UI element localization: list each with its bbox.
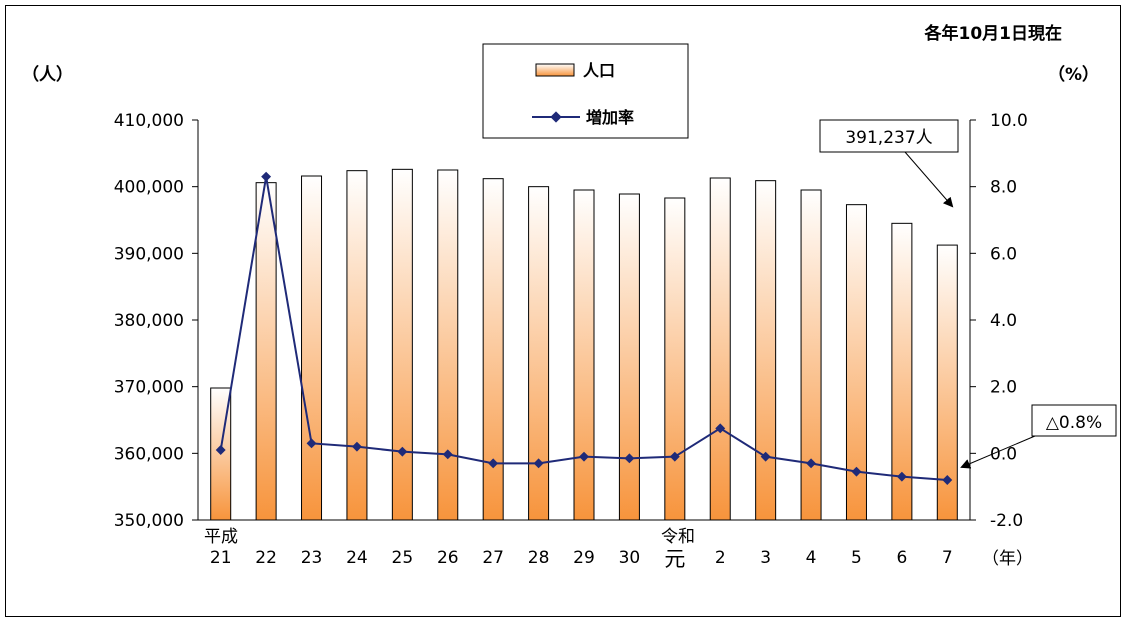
bar-population-4 — [800, 189, 822, 521]
left-axis-label: （人） — [22, 64, 73, 85]
era-label-reiwa: 令和 — [661, 527, 695, 547]
annotation-growth-text: △0.8% — [1046, 413, 1102, 433]
growth-rate-point-28 — [533, 458, 544, 469]
x-tick-label: 3 — [760, 548, 771, 568]
growth-rate-point-元 — [669, 451, 680, 462]
x-tick-label: 29 — [573, 548, 595, 568]
x-tick-label: 2 — [715, 548, 726, 568]
legend-label-population: 人口 — [583, 61, 615, 80]
growth-rate-line — [215, 171, 953, 485]
right-tick-label: 4.0 — [990, 311, 1017, 331]
bar-population-23 — [301, 175, 323, 521]
x-tick-label: 30 — [619, 548, 641, 568]
right-tick-label: -2.0 — [990, 511, 1023, 531]
bar-population-24 — [346, 170, 368, 521]
right-tick-label: 8.0 — [990, 178, 1017, 198]
growth-rate-point-27 — [488, 458, 499, 469]
bar-population-22 — [255, 182, 277, 521]
right-tick-label: 2.0 — [990, 378, 1017, 398]
chart-frame — [5, 5, 1121, 617]
annotation-population-arrow — [904, 151, 954, 208]
left-tick-label: 380,000 — [114, 311, 184, 331]
bar-population-6 — [891, 222, 913, 521]
x-tick-label: 24 — [346, 548, 368, 568]
bar-population-29 — [573, 189, 595, 521]
legend-bar-swatch — [535, 63, 575, 77]
growth-rate-point-3 — [760, 451, 771, 462]
x-tick-label: 元 — [664, 547, 685, 571]
x-unit-label: （年） — [982, 549, 1033, 569]
right-tick-label: 6.0 — [990, 244, 1017, 264]
era-label-heisei: 平成 — [204, 527, 238, 547]
right-axis-label: （%） — [1048, 64, 1099, 85]
annotation-population-text: 391,237人 — [845, 128, 932, 148]
growth-rate-point-25 — [397, 446, 408, 457]
x-tick-label: 23 — [301, 548, 323, 568]
legend-box — [482, 43, 689, 139]
annotation-growth: △0.8% — [960, 404, 1117, 469]
legend-label-growth: 増加率 — [586, 108, 634, 127]
growth-rate-point-23 — [306, 438, 317, 449]
bar-population-26 — [437, 169, 459, 521]
left-axis-ticks: 350,000 360,000 370,000 380,000 390,000 400,0… — [114, 111, 198, 531]
right-axis-ticks: -2.0 0.0 2.0 4.0 6.0 8.0 10.0 — [970, 111, 1028, 531]
left-tick-label: 410,000 — [114, 111, 184, 131]
annotation-growth-box — [1031, 404, 1117, 437]
bar-population-元 — [664, 197, 686, 521]
x-tick-label: 6 — [896, 548, 907, 568]
right-tick-label: 10.0 — [990, 111, 1028, 131]
bar-population-25 — [391, 168, 413, 521]
x-axis-labels: 21 22 23 24 25 26 27 28 29 30 元 2 3 4 5 6 7 — [210, 547, 953, 571]
left-tick-label: 370,000 — [114, 378, 184, 398]
x-tick-label: 5 — [851, 548, 862, 568]
chart-note: 各年10月1日現在 — [924, 23, 1063, 44]
bar-population-2 — [709, 177, 731, 521]
right-tick-label: 0.0 — [990, 444, 1017, 464]
annotation-growth-arrow — [960, 435, 1036, 469]
x-tick-label: 26 — [437, 548, 459, 568]
growth-rate-point-21 — [215, 445, 226, 455]
x-tick-label: 4 — [806, 548, 817, 568]
left-tick-label: 390,000 — [114, 244, 184, 264]
growth-rate-point-30 — [624, 453, 635, 464]
x-tick-label: 21 — [210, 548, 232, 568]
growth-rate-point-22 — [261, 171, 272, 182]
x-tick-label: 28 — [528, 548, 550, 568]
bar-population-7 — [936, 244, 958, 521]
bar-population-30 — [618, 193, 640, 521]
growth-rate-point-26 — [442, 449, 453, 460]
x-tick-label: 7 — [942, 548, 953, 568]
growth-rate-point-4 — [806, 458, 817, 469]
bar-population-5 — [845, 204, 867, 521]
legend: 人口 増加率 — [482, 43, 689, 139]
left-tick-label: 400,000 — [114, 178, 184, 198]
bar-population-27 — [482, 178, 504, 521]
x-tick-label: 22 — [255, 548, 277, 568]
growth-rate-point-24 — [351, 441, 362, 452]
x-tick-label: 27 — [482, 548, 504, 568]
population-bars — [210, 168, 958, 521]
annotation-population-box — [819, 119, 959, 153]
growth-rate-point-6 — [896, 471, 907, 482]
left-tick-label: 360,000 — [114, 444, 184, 464]
growth-rate-point-7 — [942, 475, 953, 485]
growth-rate-point-29 — [579, 451, 589, 462]
bar-population-28 — [528, 186, 550, 521]
growth-rate-point-2 — [715, 423, 726, 434]
bar-population-3 — [755, 180, 777, 521]
x-tick-label: 25 — [392, 548, 414, 568]
annotation-population: 391,237人 — [819, 119, 959, 208]
growth-rate-point-5 — [851, 466, 862, 477]
left-tick-label: 350,000 — [114, 511, 184, 531]
